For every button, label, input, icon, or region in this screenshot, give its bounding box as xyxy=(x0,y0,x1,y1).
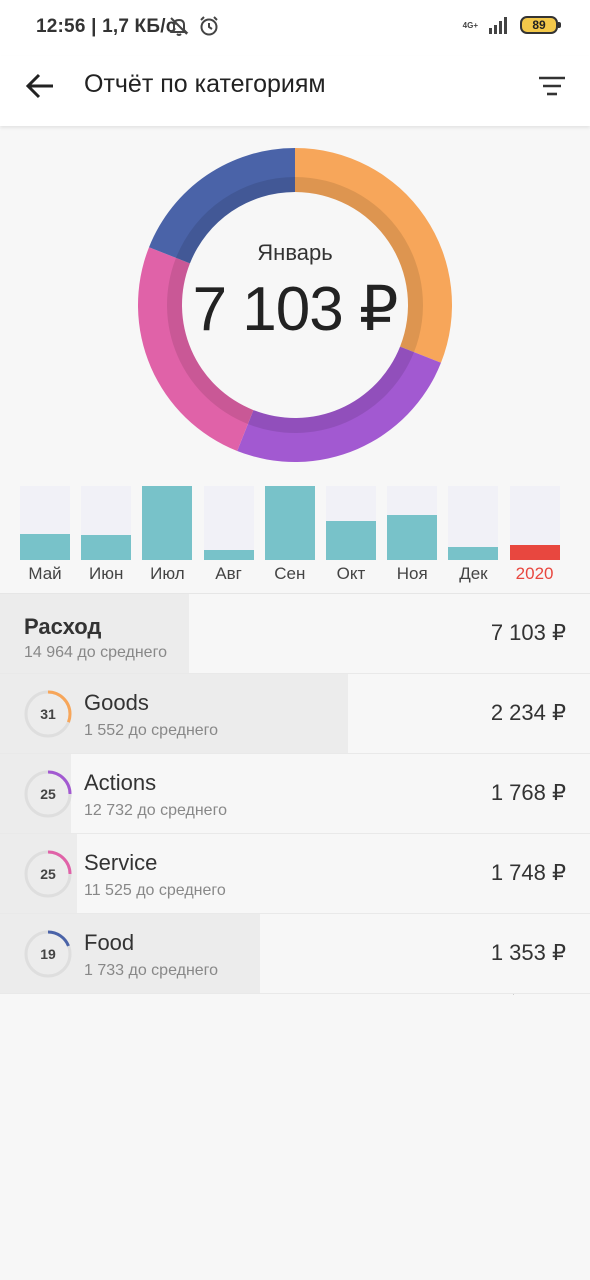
bar-track xyxy=(203,486,254,560)
status-right: 4G+ 89 xyxy=(462,16,561,34)
bar-fill xyxy=(326,520,376,560)
row-progress xyxy=(0,674,349,753)
row-title: Расход xyxy=(24,614,102,639)
row-title: Goods xyxy=(84,690,149,715)
row-subtitle: 1 733 до среднего xyxy=(84,962,219,979)
category-donut[interactable] xyxy=(138,148,452,462)
category-ring-icon xyxy=(24,770,72,818)
back-button[interactable] xyxy=(20,66,60,106)
status-bar: 12:56 | 1,7 КБ/с 4G+ 89 xyxy=(0,0,590,56)
alarm-icon xyxy=(200,16,218,36)
month-label: Окт xyxy=(336,564,366,583)
month-bar-4[interactable]: Сен xyxy=(264,486,315,586)
donut-month: Январь xyxy=(257,240,333,265)
bar-track xyxy=(264,486,315,560)
page-title: Отчёт по категориям xyxy=(84,70,326,98)
status-text: 12:56 | 1,7 КБ/с xyxy=(36,16,177,37)
month-label: Сен xyxy=(274,564,306,583)
row-subtitle: 14 964 до среднего xyxy=(24,644,167,661)
category-row-goods[interactable]: 31 Goods 1 552 до среднего 2 234 ₽ xyxy=(0,674,590,754)
mute-icon xyxy=(169,17,189,36)
category-row-service[interactable]: 25 Service 11 525 до среднего 1 748 ₽ xyxy=(0,834,590,914)
filter-button[interactable] xyxy=(532,66,572,106)
category-percent: 19 xyxy=(40,946,56,962)
row-progress xyxy=(0,594,189,673)
bar-track xyxy=(509,486,560,560)
bar-track xyxy=(387,486,438,560)
expense-summary-row[interactable]: Расход 14 964 до среднего 7 103 ₽ xyxy=(0,594,590,674)
bar-track xyxy=(448,486,499,560)
bar-track xyxy=(20,486,70,560)
category-ring-icon xyxy=(24,850,72,898)
bar-track xyxy=(81,486,132,560)
month-bar-8[interactable]: 2020 xyxy=(509,486,560,586)
donut-total: 7 103 ₽ xyxy=(192,275,399,344)
bar-fill xyxy=(264,486,315,560)
donut-segment-shade xyxy=(175,177,295,264)
bar-track xyxy=(142,486,193,560)
month-bar-6[interactable]: Ноя xyxy=(387,486,438,586)
category-percent: 25 xyxy=(40,866,56,882)
donut-segment-food[interactable] xyxy=(149,148,295,264)
month-label: Дек xyxy=(459,564,488,583)
row-subtitle: 11 525 до среднего xyxy=(84,882,226,899)
category-percent: 25 xyxy=(40,786,56,802)
month-label: Авг xyxy=(215,564,242,583)
row-title: Service xyxy=(84,850,158,875)
month-label: Ноя xyxy=(396,564,428,583)
bar-fill xyxy=(387,514,438,560)
battery-level: 89 xyxy=(532,18,546,32)
status-icons xyxy=(168,15,220,37)
category-ring-icon xyxy=(24,930,72,978)
row-amount: 2 234 ₽ xyxy=(490,700,566,725)
donut-segment-shade xyxy=(167,257,254,425)
month-bar-1[interactable]: Июн xyxy=(81,486,132,586)
battery-icon: 89 xyxy=(520,16,561,34)
signal-icon xyxy=(489,17,507,34)
category-percent: 31 xyxy=(40,706,56,722)
row-amount: 1 768 ₽ xyxy=(490,780,566,805)
month-bars: Май Июн Июл Авг Сен Окт Ноя Дек 2020 xyxy=(20,486,570,586)
row-progress xyxy=(0,914,260,993)
row-progress xyxy=(0,834,77,913)
category-row-actions[interactable]: 25 Actions 12 732 до среднего 1 768 ₽ xyxy=(0,754,590,834)
month-bar-2[interactable]: Июл xyxy=(142,486,193,586)
bar-track xyxy=(326,486,376,560)
bar-fill xyxy=(81,534,132,560)
month-label: Июн xyxy=(89,564,124,583)
row-title: Food xyxy=(84,930,135,955)
network-label: 4G+ xyxy=(462,20,478,30)
month-bar-7[interactable]: Дек xyxy=(448,486,499,586)
row-amount: 1 353 ₽ xyxy=(490,940,566,965)
back-arrow-icon xyxy=(25,73,53,99)
month-bar-0[interactable]: Май xyxy=(20,486,70,586)
row-amount: 1 748 ₽ xyxy=(490,860,566,885)
row-title: Actions xyxy=(84,770,157,795)
category-row-food[interactable]: 19 Food 1 733 до среднего 1 353 ₽ xyxy=(0,914,590,994)
month-bar-5[interactable]: Окт xyxy=(326,486,376,586)
row-amount: 7 103 ₽ xyxy=(490,620,566,645)
bar-fill xyxy=(20,534,70,560)
row-subtitle: 12 732 до среднего xyxy=(84,802,227,819)
category-ring-icon xyxy=(24,690,72,738)
month-label: 2020 xyxy=(515,564,554,583)
donut-segment-shade xyxy=(295,177,423,353)
category-list: Расход 14 964 до среднего 7 103 ₽ 31 Good… xyxy=(0,593,590,994)
row-progress xyxy=(0,754,71,833)
bar-fill xyxy=(142,486,193,560)
row-subtitle: 1 552 до среднего xyxy=(84,722,219,739)
month-label: Май xyxy=(28,564,62,583)
app-bar: Отчёт по категориям xyxy=(0,56,590,126)
bar-fill xyxy=(448,547,499,560)
bar-fill xyxy=(509,545,560,560)
filter-icon xyxy=(539,76,565,96)
month-bar-3[interactable]: Авг xyxy=(203,486,254,586)
donut-segment-actions[interactable] xyxy=(237,346,441,462)
donut-segment-service[interactable] xyxy=(138,247,254,451)
donut-segment-shade xyxy=(247,346,415,433)
bar-fill xyxy=(203,549,254,560)
donut-segment-goods[interactable] xyxy=(295,148,452,363)
month-label: Июл xyxy=(150,564,185,583)
